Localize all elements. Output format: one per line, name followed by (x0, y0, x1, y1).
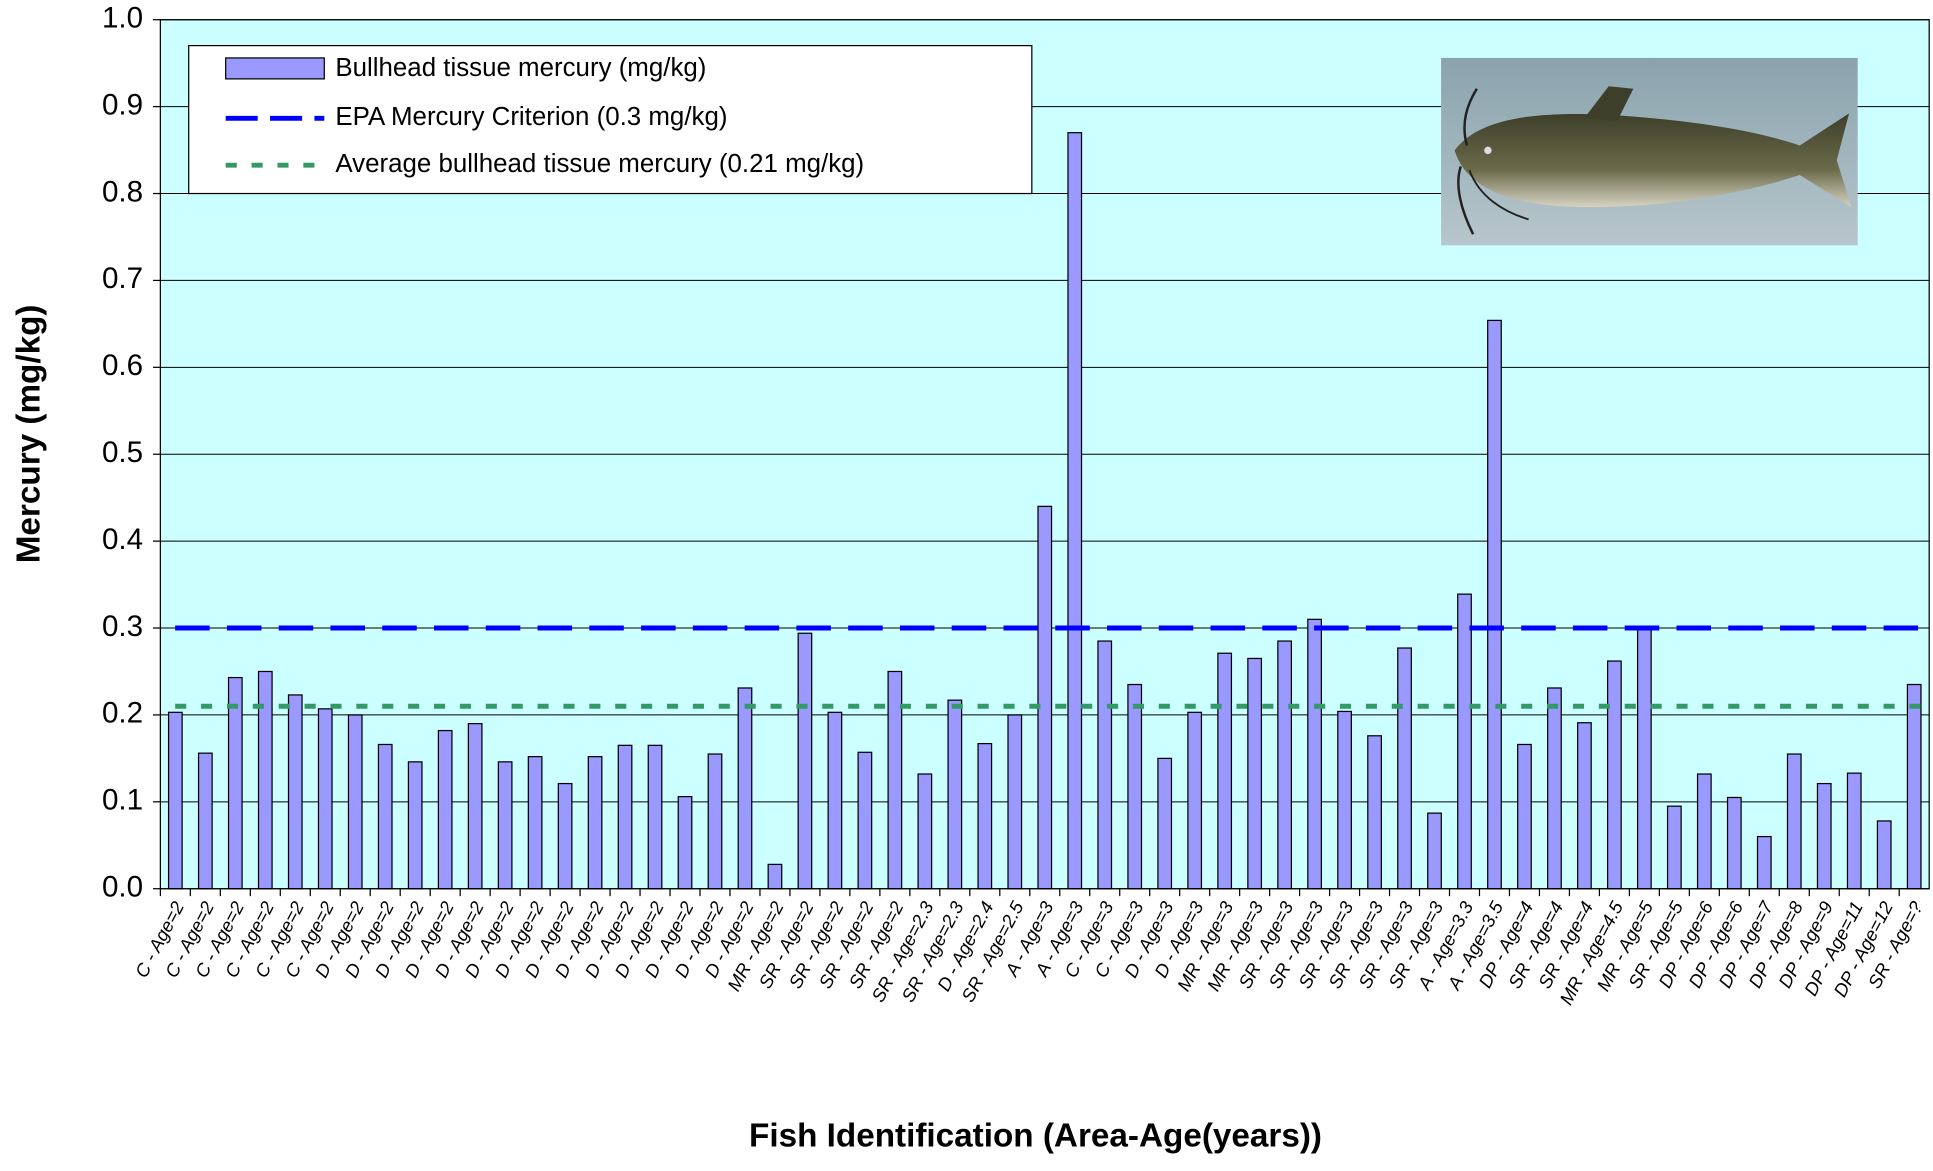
bar (407, 761, 423, 890)
bar (1007, 714, 1023, 890)
bar (1217, 652, 1233, 890)
bar (1696, 773, 1712, 890)
bar (167, 711, 183, 890)
bar (1487, 319, 1502, 890)
bar (617, 744, 633, 890)
bar (827, 711, 843, 890)
bar (1846, 772, 1862, 890)
bar (1097, 640, 1113, 890)
y-tick-label: 0.9 (102, 88, 143, 121)
y-tick-label: 0.8 (102, 175, 143, 208)
bar (1606, 660, 1622, 890)
legend-label: EPA Mercury Criterion (0.3 mg/kg) (335, 103, 727, 131)
bar (347, 714, 363, 890)
legend-swatch (225, 57, 325, 80)
y-tick-label: 0.5 (102, 436, 143, 469)
y-tick-label: 0.3 (102, 610, 143, 643)
bar (1067, 132, 1083, 890)
fish-photo (1441, 57, 1858, 246)
bar (587, 756, 603, 890)
bar (1307, 618, 1322, 890)
y-tick-label: 0.4 (102, 523, 143, 556)
y-tick-label: 0.1 (102, 784, 143, 817)
bar (527, 756, 543, 890)
bar (1277, 640, 1293, 890)
bar (197, 752, 213, 890)
bar (977, 742, 993, 890)
legend: Bullhead tissue mercury (mg/kg) EPA Merc… (188, 44, 1033, 195)
legend-label: Average bullhead tissue mercury (0.21 mg… (335, 150, 864, 178)
y-tick-label: 0.2 (102, 697, 143, 730)
bar (1666, 805, 1682, 890)
bar (1906, 683, 1922, 890)
bar (1457, 593, 1472, 890)
x-axis-title: Fish Identification (Area-Age(years)) (749, 1117, 1322, 1154)
bar (1247, 657, 1263, 890)
bar (1337, 710, 1352, 890)
bar (1816, 782, 1832, 890)
legend-label: Bullhead tissue mercury (mg/kg) (335, 54, 706, 82)
bar (1127, 683, 1143, 890)
bar (1756, 835, 1772, 890)
bar (857, 751, 873, 890)
bar (467, 723, 483, 890)
bar (1786, 753, 1802, 890)
y-tick-label: 0.0 (102, 871, 143, 904)
bar (1037, 505, 1053, 890)
bar (887, 670, 903, 890)
bars (167, 132, 1922, 890)
bar (1636, 627, 1652, 890)
y-tick-label: 0.6 (102, 349, 143, 382)
bar (1547, 687, 1562, 890)
bar (377, 743, 393, 890)
legend-box (188, 44, 1033, 195)
y-axis-title: Mercury (mg/kg) (11, 304, 48, 563)
bar (1577, 722, 1592, 890)
bar (1367, 735, 1382, 890)
bar (1187, 711, 1203, 890)
bar (1876, 820, 1892, 890)
bar (797, 632, 813, 890)
bar (677, 795, 693, 890)
reference-lines (175, 625, 1925, 709)
bar (317, 708, 333, 890)
bar (1397, 647, 1412, 890)
bar (1157, 757, 1173, 890)
bar (707, 753, 723, 890)
y-tick-label: 1.0 (102, 2, 143, 35)
bar (1517, 743, 1532, 890)
bar (497, 761, 513, 890)
bar (437, 729, 453, 890)
bar (557, 782, 573, 890)
bar (917, 773, 933, 890)
bar (1427, 812, 1442, 890)
bar (1726, 796, 1742, 890)
bar (287, 694, 303, 890)
bar (647, 744, 663, 890)
bar (737, 687, 753, 890)
bar (227, 676, 243, 890)
bar (767, 863, 783, 890)
y-tick-label: 0.7 (102, 262, 143, 295)
bar (947, 699, 963, 890)
